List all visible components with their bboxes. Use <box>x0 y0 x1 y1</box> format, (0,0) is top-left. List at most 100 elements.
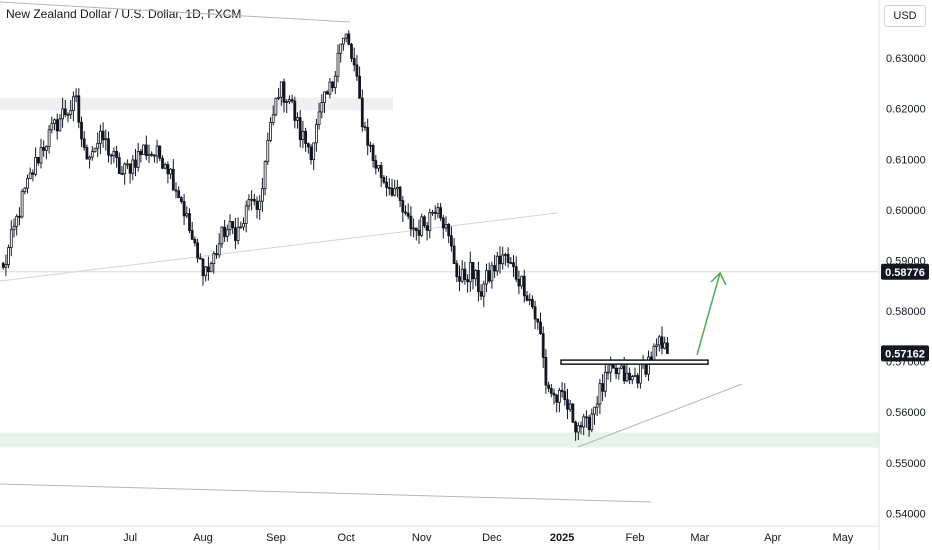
candle <box>225 224 229 242</box>
candle <box>595 396 599 417</box>
candle-body <box>539 321 542 335</box>
candle <box>147 144 151 163</box>
candle <box>387 178 391 196</box>
candle <box>228 214 232 236</box>
candle <box>217 233 221 259</box>
candle <box>85 144 89 160</box>
candle-body <box>474 270 478 280</box>
candle-body <box>487 270 491 282</box>
candle <box>301 121 305 149</box>
candle <box>531 295 534 310</box>
candle <box>209 261 213 273</box>
candle <box>628 367 631 385</box>
candle-body <box>576 425 580 433</box>
candle-body <box>63 108 67 116</box>
candle <box>58 114 62 132</box>
candle-body <box>595 403 599 408</box>
candle-body <box>636 375 640 384</box>
candle-body <box>188 213 191 231</box>
candle <box>385 175 389 197</box>
candle <box>525 291 529 302</box>
candle-body <box>99 130 102 144</box>
candle <box>152 154 156 163</box>
candle-body <box>112 150 116 157</box>
candle-body <box>309 146 313 161</box>
candle <box>80 116 83 147</box>
candle-body <box>277 96 281 99</box>
candle-body <box>177 190 181 199</box>
time-tick-label: Mar <box>690 532 709 544</box>
candle <box>258 194 262 220</box>
candle-body <box>528 298 532 301</box>
candle-body <box>385 181 389 188</box>
candle <box>45 145 48 160</box>
candle <box>614 362 618 380</box>
candle <box>317 102 321 130</box>
candle <box>101 122 105 148</box>
candle <box>558 387 561 413</box>
candle-body <box>449 235 453 247</box>
candle <box>174 182 178 199</box>
candle <box>498 246 502 274</box>
candle-body <box>420 216 424 236</box>
candle-body <box>579 425 583 428</box>
candle <box>290 94 294 104</box>
candle <box>590 408 594 433</box>
candle <box>323 91 326 113</box>
candle-body <box>633 375 637 378</box>
candle-body <box>1 262 5 268</box>
candle-body <box>347 33 351 45</box>
candle-body <box>120 173 124 175</box>
candle <box>401 195 405 222</box>
candle <box>260 177 264 212</box>
candle <box>417 219 421 244</box>
candle <box>495 251 499 276</box>
candle <box>406 203 410 220</box>
candle <box>179 196 183 204</box>
candle <box>366 118 370 156</box>
candle-body <box>247 199 251 207</box>
time-tick-label: Jun <box>51 532 69 544</box>
candle <box>655 338 658 357</box>
candle <box>539 312 542 335</box>
candle-body <box>393 188 397 196</box>
candle-body <box>536 318 540 323</box>
candle-body <box>439 207 443 219</box>
candle <box>239 221 243 229</box>
candle <box>177 186 181 199</box>
candle-body <box>404 211 407 214</box>
candle-body <box>585 416 588 419</box>
candle-body <box>23 187 27 193</box>
currency-button[interactable]: USD <box>884 5 926 27</box>
candle-body <box>193 239 197 244</box>
candle-body <box>82 138 86 148</box>
candle-body <box>460 268 464 282</box>
candle-body <box>314 124 318 144</box>
price-tick-label: 0.54000 <box>886 508 926 520</box>
time-tick-label: Dec <box>482 532 502 544</box>
candle-body <box>587 416 591 431</box>
candle <box>215 244 218 259</box>
candle-body <box>228 221 232 231</box>
candle <box>582 413 586 436</box>
candle <box>93 147 97 153</box>
candle <box>126 159 129 169</box>
candle <box>188 208 191 234</box>
candle-body <box>549 387 553 394</box>
candle <box>471 261 475 290</box>
candle <box>109 153 113 165</box>
price-tag-label: 0.58776 <box>885 267 925 279</box>
candle <box>598 378 602 415</box>
trendline-middle <box>0 212 558 282</box>
candle <box>660 326 664 355</box>
candle-body <box>242 223 245 228</box>
candle-body <box>606 371 610 374</box>
candle-body <box>209 263 213 273</box>
candle <box>161 155 164 170</box>
candle <box>28 167 32 180</box>
candle-body <box>350 43 353 59</box>
candle <box>88 155 91 169</box>
candle <box>606 362 610 380</box>
candle-body <box>17 215 21 218</box>
